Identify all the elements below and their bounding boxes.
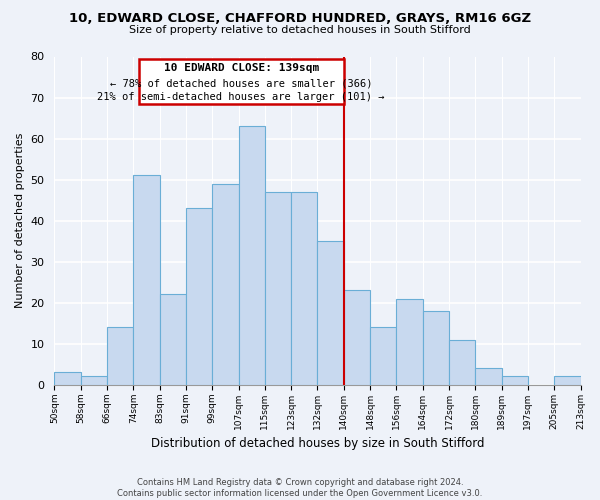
Text: 21% of semi-detached houses are larger (101) →: 21% of semi-detached houses are larger (… <box>97 92 385 102</box>
Bar <box>55 372 81 384</box>
Bar <box>291 192 317 384</box>
Text: Size of property relative to detached houses in South Stifford: Size of property relative to detached ho… <box>129 25 471 35</box>
Bar <box>344 290 370 384</box>
Bar <box>239 126 265 384</box>
Bar <box>160 294 186 384</box>
Y-axis label: Number of detached properties: Number of detached properties <box>15 133 25 308</box>
Bar <box>212 184 239 384</box>
Bar <box>554 376 581 384</box>
Bar <box>397 298 422 384</box>
Bar <box>449 340 475 384</box>
Text: 10 EDWARD CLOSE: 139sqm: 10 EDWARD CLOSE: 139sqm <box>164 64 319 74</box>
FancyBboxPatch shape <box>139 58 344 104</box>
Text: Contains HM Land Registry data © Crown copyright and database right 2024.
Contai: Contains HM Land Registry data © Crown c… <box>118 478 482 498</box>
Text: 10, EDWARD CLOSE, CHAFFORD HUNDRED, GRAYS, RM16 6GZ: 10, EDWARD CLOSE, CHAFFORD HUNDRED, GRAY… <box>69 12 531 26</box>
Bar <box>370 327 397 384</box>
Bar <box>107 327 133 384</box>
Bar <box>265 192 291 384</box>
Text: ← 78% of detached houses are smaller (366): ← 78% of detached houses are smaller (36… <box>110 78 373 88</box>
X-axis label: Distribution of detached houses by size in South Stifford: Distribution of detached houses by size … <box>151 437 484 450</box>
Bar <box>186 208 212 384</box>
Bar <box>317 241 344 384</box>
Bar <box>475 368 502 384</box>
Bar <box>422 311 449 384</box>
Bar <box>81 376 107 384</box>
Bar <box>133 176 160 384</box>
Bar <box>502 376 528 384</box>
